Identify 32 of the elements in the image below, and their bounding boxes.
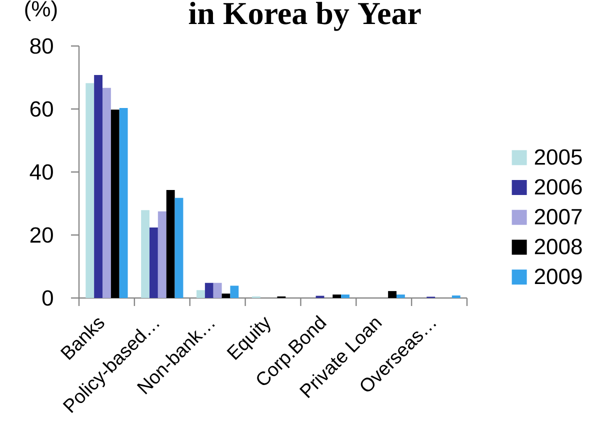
- bar: [94, 74, 102, 298]
- y-tick-label: 40: [30, 164, 53, 180]
- bar: [332, 294, 342, 298]
- legend-label: 2009: [534, 268, 582, 284]
- bar: [213, 282, 222, 298]
- bar: [150, 227, 158, 298]
- bar: [452, 295, 460, 298]
- bar: [204, 282, 214, 298]
- bar: [222, 294, 230, 298]
- legend-label: 2007: [534, 208, 582, 225]
- bar: [230, 286, 239, 298]
- bar: [166, 190, 175, 298]
- bar: [110, 110, 120, 298]
- bar: [141, 210, 150, 298]
- legend-label: 2008: [534, 238, 582, 254]
- chart-title: in Korea by Year: [188, 2, 421, 31]
- bar: [174, 198, 184, 298]
- bar: [388, 291, 396, 298]
- y-tick-label: 20: [30, 227, 53, 243]
- bar: [196, 290, 205, 298]
- y-tick-label: 80: [30, 38, 53, 54]
- legend-label: 2005: [534, 149, 582, 165]
- bar: [158, 211, 166, 298]
- y-tick-label: 60: [30, 101, 53, 117]
- y-axis-title: (%): [25, 0, 57, 21]
- y-tick-label: 0: [42, 290, 53, 306]
- bar: [86, 83, 94, 298]
- bar: [396, 294, 405, 298]
- bar: [102, 88, 111, 298]
- bar: [341, 294, 350, 298]
- legend-label: 2006: [534, 179, 582, 195]
- bar: [119, 108, 128, 298]
